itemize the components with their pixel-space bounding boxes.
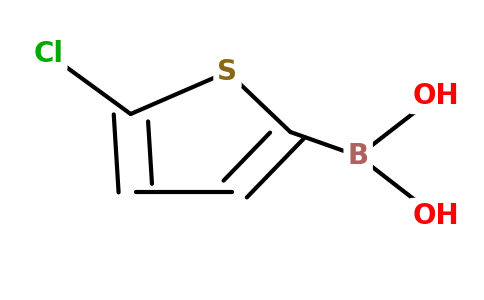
Text: OH: OH	[412, 82, 459, 110]
Text: Cl: Cl	[33, 40, 63, 68]
Text: S: S	[217, 58, 238, 86]
Text: B: B	[348, 142, 369, 170]
Text: OH: OH	[412, 202, 459, 230]
